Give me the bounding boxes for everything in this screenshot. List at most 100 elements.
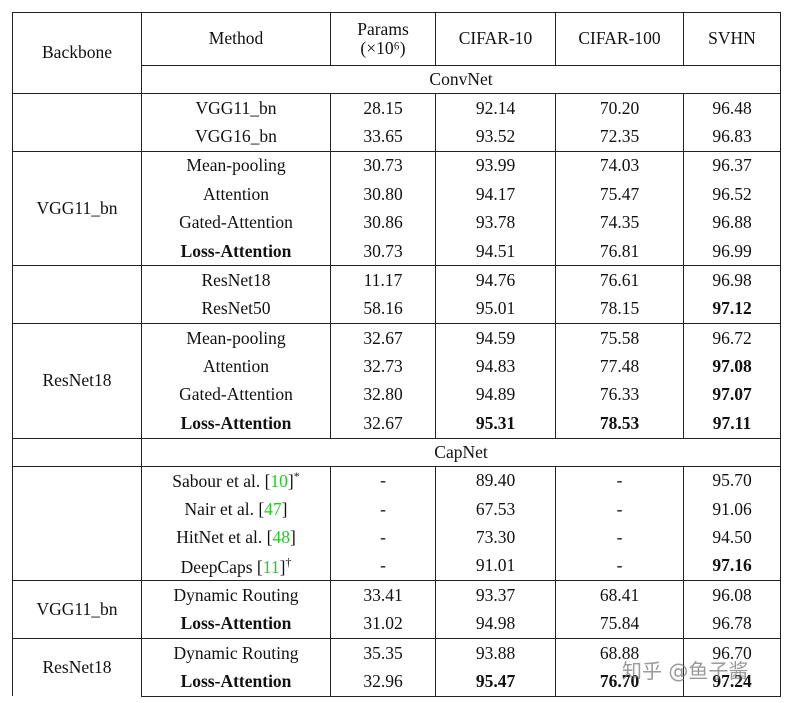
- method-cell: Nair et al. [47]: [141, 495, 331, 524]
- table-row: HitNet et al. [48] -73.30-94.50: [13, 523, 781, 552]
- header-cell: CIFAR-100: [555, 12, 684, 66]
- value-cell: -: [330, 495, 436, 524]
- value-cell: 97.24: [683, 667, 781, 697]
- backbone-cell: ResNet18: [12, 323, 142, 439]
- value-cell: 94.98: [435, 609, 556, 640]
- section-row: ConvNet: [13, 65, 781, 94]
- bold-text: 97.24: [712, 670, 752, 691]
- value-cell: 75.47: [555, 180, 684, 209]
- value-cell: 33.65: [330, 122, 436, 152]
- section-row: CapNet: [12, 437, 781, 467]
- backbone-cell: ResNet18: [12, 638, 142, 697]
- method-cell: VGG16_bn: [141, 122, 331, 152]
- value-cell: 96.98: [683, 265, 781, 295]
- method-cell: Sabour et al. [10]*: [141, 465, 331, 496]
- value-cell: 76.61: [555, 265, 684, 295]
- citation[interactable]: 11: [262, 556, 280, 577]
- table-row: Loss-Attention 30.73 94.51 76.81 96.99: [13, 236, 781, 267]
- value-cell: 30.73: [330, 236, 436, 267]
- table-row: Loss-Attention 32.67 95.31 78.53 97.11: [13, 409, 781, 439]
- method-cell: Loss-Attention: [141, 609, 331, 640]
- value-cell: 74.35: [555, 208, 684, 237]
- value-cell: 30.80: [330, 180, 436, 209]
- value-cell: 77.48: [555, 352, 684, 381]
- table-row: ResNet18 11.17 94.76 76.61 96.98: [12, 265, 781, 324]
- backbone-cell: VGG11_bn: [12, 150, 142, 266]
- header-cell: Backbone: [12, 12, 142, 94]
- value-cell: 30.86: [330, 208, 436, 237]
- value-cell: 95.47: [435, 667, 556, 697]
- table-row: Gated-Attention 30.86 93.78 74.35 96.88: [13, 208, 781, 237]
- method-cell: Mean-pooling: [141, 323, 331, 353]
- value-cell: 97.11: [683, 409, 781, 439]
- value-cell: 76.70: [555, 667, 684, 697]
- value-cell: 32.73: [330, 352, 436, 381]
- method-cell: VGG11_bn: [141, 93, 331, 123]
- citation[interactable]: 48: [272, 527, 290, 548]
- bold-text: Loss-Attention: [180, 240, 292, 261]
- value-cell: 94.59: [435, 323, 556, 353]
- table-row: Nair et al. [47] -67.53-91.06: [13, 495, 781, 524]
- value-cell: 74.03: [555, 150, 684, 181]
- value-cell: 96.78: [683, 609, 781, 640]
- table-row: Sabour et al. [10]* -89.40-95.70: [12, 465, 781, 581]
- method-cell: HitNet et al. [48]: [141, 523, 331, 552]
- header-line: (×10⁶): [360, 38, 406, 58]
- value-cell: 30.73: [330, 150, 436, 181]
- backbone-cell: [12, 93, 142, 152]
- method-text: DeepCaps [: [180, 556, 263, 577]
- value-cell: 58.16: [330, 294, 436, 325]
- value-cell: 32.67: [330, 409, 436, 439]
- value-cell: 78.15: [555, 294, 684, 325]
- value-cell: -: [555, 551, 684, 582]
- value-cell: 67.53: [435, 495, 556, 524]
- method-text: *: [293, 469, 300, 484]
- value-cell: -: [555, 495, 684, 524]
- value-cell: 78.53: [555, 409, 684, 439]
- table-body: Backbone Method Params (×10⁶) CIFAR-10 CIFAR-…: [12, 12, 781, 697]
- value-cell: 96.88: [683, 208, 781, 237]
- table-row: VGG16_bn 33.65 93.52 72.35 96.83: [13, 122, 781, 152]
- value-cell: 72.35: [555, 122, 684, 152]
- value-cell: 96.48: [683, 93, 781, 123]
- results-table: Backbone Method Params (×10⁶) CIFAR-10 CIFAR-…: [12, 12, 781, 697]
- table-row: Gated-Attention 32.80 94.89 76.33 97.07: [13, 380, 781, 410]
- table-row: VGG11_bn Dynamic Routing 33.41 93.37 68.41 96…: [12, 580, 781, 639]
- value-cell: 96.70: [683, 638, 781, 668]
- bold-text: 95.31: [475, 412, 516, 433]
- value-cell: 93.99: [435, 150, 556, 181]
- value-cell: -: [330, 551, 436, 582]
- method-text: ]: [281, 498, 288, 519]
- table-row: ResNet50 58.16 95.01 78.15 97.12: [13, 294, 781, 325]
- value-cell: 28.15: [330, 93, 436, 123]
- value-cell: 32.80: [330, 380, 436, 410]
- table-row: VGG11_bn 28.15 92.14 70.20 96.48: [12, 93, 781, 152]
- citation[interactable]: 47: [264, 498, 282, 519]
- header-row: Backbone Method Params (×10⁶) CIFAR-10 CIFAR-…: [12, 12, 781, 94]
- method-text: Nair et al. [: [184, 498, 265, 519]
- header-cell: Method: [141, 12, 331, 66]
- citation[interactable]: 10: [270, 471, 288, 492]
- value-cell: 32.67: [330, 323, 436, 353]
- value-cell: 94.83: [435, 352, 556, 381]
- method-cell: DeepCaps [11]†: [141, 551, 331, 582]
- value-cell: 96.83: [683, 122, 781, 152]
- method-text: ]: [279, 556, 286, 577]
- value-cell: 97.07: [683, 380, 781, 410]
- value-cell: -: [330, 465, 436, 496]
- value-cell: 76.33: [555, 380, 684, 410]
- value-cell: 75.84: [555, 609, 684, 640]
- backbone-cell: [12, 265, 142, 324]
- bold-text: 97.08: [712, 356, 752, 377]
- value-cell: 93.37: [435, 580, 556, 610]
- value-cell: 94.89: [435, 380, 556, 410]
- bold-text: 78.53: [599, 412, 640, 433]
- value-cell: 89.40: [435, 465, 556, 496]
- bold-text: Loss-Attention: [180, 412, 292, 433]
- header-cell: CIFAR-10: [435, 12, 556, 66]
- method-cell: Gated-Attention: [141, 380, 331, 410]
- value-cell: 96.72: [683, 323, 781, 353]
- value-cell: 93.78: [435, 208, 556, 237]
- value-cell: 11.17: [330, 265, 436, 295]
